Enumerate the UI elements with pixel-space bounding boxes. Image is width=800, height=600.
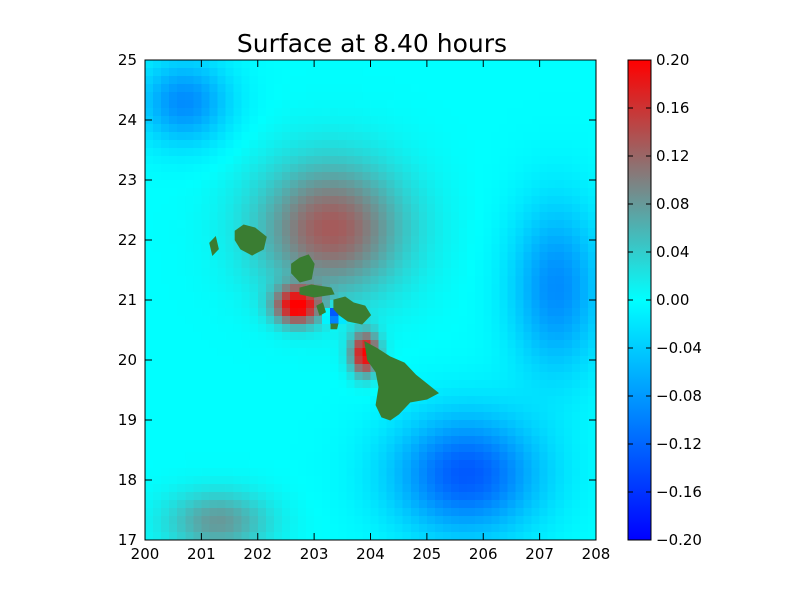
x-tick-label: 203 [300, 545, 329, 563]
x-tick-label: 204 [356, 545, 385, 563]
colorbar-tick-label: −0.04 [656, 339, 702, 357]
y-tick-label: 20 [118, 351, 137, 369]
island-niihau [209, 235, 219, 257]
island-lanai [316, 302, 327, 316]
y-tick-label: 21 [118, 291, 137, 309]
island-kauai [234, 224, 267, 256]
colorbar-tick-label: 0.16 [656, 99, 689, 117]
x-tick-label: 207 [525, 545, 554, 563]
x-tick-label: 208 [582, 545, 611, 563]
colorbar-tick-label: −0.20 [656, 531, 702, 549]
y-tick-label: 22 [118, 231, 137, 249]
colorbar-tick-label: 0.12 [656, 147, 689, 165]
x-tick-label: 200 [131, 545, 160, 563]
island-molokai [299, 284, 335, 298]
y-tick-label: 19 [118, 411, 137, 429]
colorbar-tick-label: 0.04 [656, 243, 689, 261]
island-hawaii [364, 341, 440, 421]
colorbar-tick-label: −0.08 [656, 387, 702, 405]
colorbar-tick-label: 0.08 [656, 195, 689, 213]
plot-area [144, 59, 597, 541]
x-tick-label: 201 [187, 545, 216, 563]
x-axis: 200 201 202 203 204 205 206 207 208 [131, 60, 611, 563]
y-tick-label: 17 [118, 531, 137, 549]
y-tick-label: 23 [118, 171, 137, 189]
x-tick-label: 202 [243, 545, 272, 563]
x-tick-label: 206 [469, 545, 498, 563]
land-mask [209, 224, 440, 421]
island-maui [333, 296, 372, 325]
island-kahoolawe [330, 323, 339, 330]
colorbar: 0.20 0.16 0.12 0.08 0.04 0.00 −0.04 −0.08 −0.12 −… [627, 51, 702, 549]
colorbar-tick-label: −0.12 [656, 435, 702, 453]
y-tick-label: 18 [118, 471, 137, 489]
colorbar-tick-label: 0.20 [656, 51, 689, 69]
chart-title: Surface at 8.40 hours [237, 29, 507, 58]
y-tick-label: 25 [118, 51, 137, 69]
surface-heatmap [145, 60, 596, 540]
island-oahu [291, 254, 315, 283]
y-tick-label: 24 [118, 111, 137, 129]
colorbar-ticks: 0.20 0.16 0.12 0.08 0.04 0.00 −0.04 −0.08 −0.12 −… [628, 51, 702, 549]
x-tick-label: 205 [413, 545, 442, 563]
y-axis: 17 18 19 20 21 22 23 24 25 [118, 51, 596, 549]
colorbar-tick-label: −0.16 [656, 483, 702, 501]
colorbar-tick-label: 0.00 [656, 291, 689, 309]
